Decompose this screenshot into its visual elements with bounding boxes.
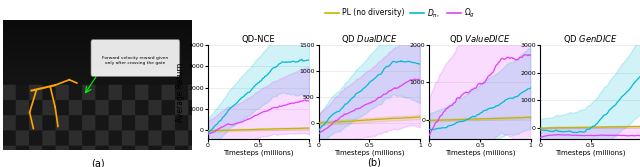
X-axis label: Timesteps (millions): Timesteps (millions) xyxy=(445,149,515,156)
Title: QD $\it{GenDICE}$: QD $\it{GenDICE}$ xyxy=(563,33,618,45)
Title: QD $\it{ValueDICE}$: QD $\it{ValueDICE}$ xyxy=(449,33,511,45)
FancyBboxPatch shape xyxy=(91,40,180,76)
Title: QD $\it{DualDICE}$: QD $\it{DualDICE}$ xyxy=(340,33,398,45)
Text: (b): (b) xyxy=(367,157,381,167)
X-axis label: Timesteps (millions): Timesteps (millions) xyxy=(556,149,626,156)
Y-axis label: Average Return: Average Return xyxy=(177,62,186,122)
Legend: PL (no diversity), $D_{\pi_*}$, $\Omega_g$: PL (no diversity), $D_{\pi_*}$, $\Omega_… xyxy=(322,4,478,23)
Text: (a): (a) xyxy=(91,158,104,167)
Text: Forward velocity reward given
only after crossing the gate: Forward velocity reward given only after… xyxy=(102,56,168,64)
X-axis label: Timesteps (millions): Timesteps (millions) xyxy=(334,149,404,156)
Title: QD-NCE: QD-NCE xyxy=(242,35,275,44)
X-axis label: Timesteps (millions): Timesteps (millions) xyxy=(223,149,294,156)
